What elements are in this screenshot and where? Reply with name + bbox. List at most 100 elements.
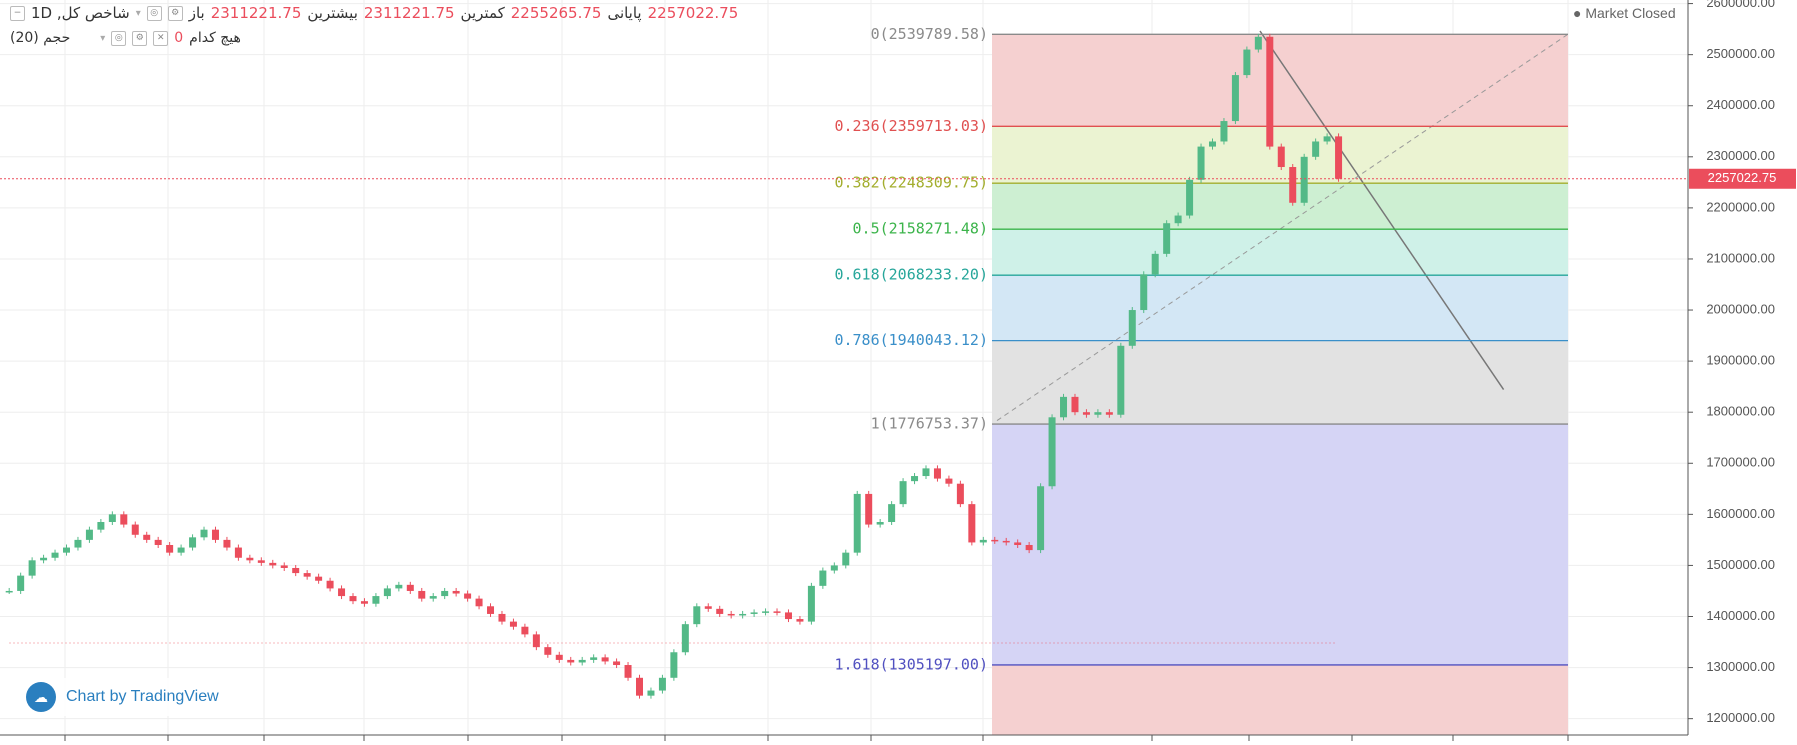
fib-band (992, 183, 1568, 230)
candle (796, 619, 804, 622)
high-value: 2311221.75 (363, 4, 455, 22)
candle (63, 547, 70, 553)
y-tick-label: 2600000.00 (1706, 0, 1775, 10)
candle (1048, 417, 1056, 487)
logo-text: Chart by TradingView (66, 688, 219, 705)
candle (1105, 412, 1113, 415)
last-price-label: 2257022.75 (1708, 170, 1777, 185)
candle (578, 659, 586, 663)
open-label: باز (188, 4, 205, 22)
fib-band (992, 340, 1568, 425)
logo-icon: ☁ (26, 682, 56, 712)
candle (303, 573, 311, 577)
candle (1231, 75, 1239, 122)
candle (865, 493, 873, 525)
candle (521, 626, 529, 635)
candle (131, 524, 139, 535)
y-tick-label: 1300000.00 (1706, 659, 1775, 674)
low-value: 2255265.75 (510, 4, 602, 22)
fib-band (992, 229, 1568, 276)
candle (704, 606, 712, 609)
candle (1025, 544, 1033, 551)
candle (1174, 215, 1182, 224)
candle (911, 476, 919, 482)
open-value: 2311221.75 (210, 4, 302, 22)
candle (429, 596, 437, 599)
fib-band (992, 424, 1568, 665)
y-tick-label: 1200000.00 (1706, 710, 1775, 725)
candle (1197, 146, 1205, 180)
candle (108, 514, 116, 523)
fib-label: 0.236(2359713.03) (834, 117, 988, 135)
candle (85, 529, 93, 540)
dropdown[interactable]: ▾ (100, 32, 106, 44)
fib-band (992, 34, 1568, 127)
candle (773, 611, 781, 613)
candle (922, 468, 930, 477)
candle (567, 659, 575, 663)
candle (1082, 412, 1090, 415)
fib-label: 0.786(1940043.12) (834, 331, 988, 349)
candle (143, 534, 151, 540)
y-tick-label: 2300000.00 (1706, 148, 1775, 163)
candle (658, 677, 666, 691)
candle (1335, 136, 1343, 179)
icon[interactable]: ⚙ (132, 30, 148, 46)
candle (613, 661, 621, 666)
candle (991, 539, 999, 542)
fib-label: 1.618(1305197.00) (834, 655, 988, 673)
y-tick-label: 1700000.00 (1706, 455, 1775, 470)
icon[interactable]: ◎ (111, 30, 127, 46)
fib-label: 1(1776753.37) (871, 415, 988, 433)
candle (693, 606, 701, 625)
close-value: 2257022.75 (647, 4, 739, 22)
candle (257, 560, 265, 563)
icon[interactable]: ✕ (153, 30, 169, 46)
fib-label: 0.618(2068233.20) (834, 266, 988, 284)
logo[interactable]: ☁ Chart by TradingView (22, 678, 223, 716)
candle (842, 552, 850, 566)
icon[interactable]: ◎ (146, 5, 162, 21)
candle (154, 539, 162, 545)
candle (830, 565, 838, 571)
y-tick-label: 2200000.00 (1706, 199, 1775, 214)
status-text: Market Closed (1585, 5, 1676, 21)
fib-label: 0.5(2158271.48) (853, 220, 988, 238)
candle (97, 522, 105, 530)
dropdown[interactable]: ▾ (135, 7, 141, 19)
candle (360, 601, 368, 604)
candle (1002, 540, 1010, 543)
symbol: شاخص کل, 1D (31, 4, 130, 22)
candle (750, 612, 758, 614)
candle (739, 613, 747, 616)
candle (532, 634, 540, 648)
candle (326, 580, 334, 589)
candle (544, 647, 552, 655)
candle (1128, 310, 1136, 346)
fib-band (992, 664, 1568, 735)
candle (315, 576, 323, 581)
candle (498, 613, 506, 622)
candle (280, 565, 288, 568)
candle (338, 588, 346, 597)
collapse[interactable]: − (10, 5, 25, 21)
y-tick-label: 1800000.00 (1706, 404, 1775, 419)
candle (1312, 141, 1320, 157)
candle (51, 552, 59, 558)
candle (177, 547, 185, 553)
candle (5, 590, 13, 593)
candle (784, 612, 792, 620)
candle (624, 665, 632, 678)
candle (487, 606, 495, 614)
candle (1117, 345, 1125, 415)
candle (406, 584, 414, 591)
candle (647, 690, 655, 696)
candle (269, 562, 277, 566)
candle (1300, 156, 1308, 203)
candle (74, 539, 82, 548)
candle (17, 575, 25, 591)
icon[interactable]: ⚙ (167, 5, 183, 21)
legend-main: − شاخص کل, 1D ▾ ◎ ⚙ باز 2311221.75 بیشترین… (10, 4, 738, 22)
candle (727, 613, 735, 616)
candle (1140, 274, 1148, 311)
